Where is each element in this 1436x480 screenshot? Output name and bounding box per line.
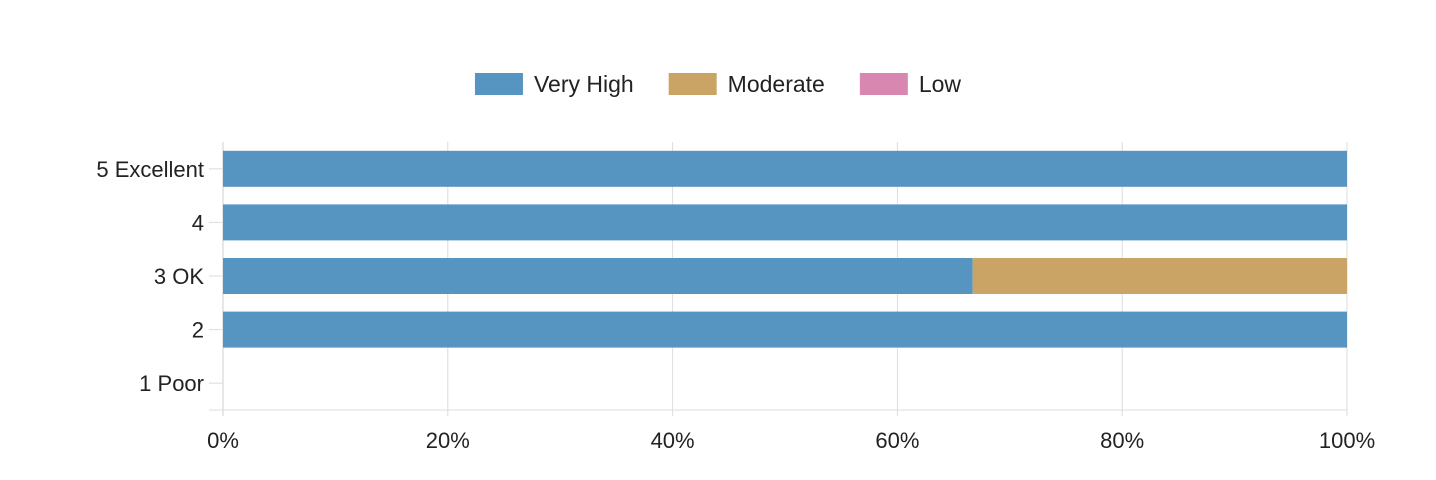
y-tick-label: 1 Poor: [139, 371, 204, 396]
legend: Very High Moderate Low: [474, 71, 962, 97]
y-tick-label: 4: [192, 210, 204, 235]
bar-very-high-5-excellent: [223, 150, 1347, 187]
bar-very-high-3-ok: [223, 258, 973, 294]
bar-moderate-3-ok: [972, 258, 1347, 294]
bar-very-high-2: [223, 311, 1347, 348]
bars: [223, 150, 1347, 348]
legend-swatch-moderate: [668, 73, 717, 95]
y-tick-label: 3 OK: [154, 264, 204, 289]
y-tick-label: 2: [192, 318, 204, 343]
legend-swatch-very-high: [474, 73, 523, 95]
legend-label-very-high: Very High: [534, 71, 634, 97]
x-tick-label: 20%: [426, 428, 470, 453]
legend-label-moderate: Moderate: [728, 71, 825, 97]
x-axis: 0% 20% 40% 60% 80% 100%: [207, 428, 1375, 453]
y-tick-label: 5 Excellent: [96, 157, 204, 182]
legend-swatch-low: [859, 73, 908, 95]
x-tick-label: 100%: [1319, 428, 1375, 453]
x-tick-label: 80%: [1100, 428, 1144, 453]
x-tick-label: 0%: [207, 428, 239, 453]
y-axis: 5 Excellent 4 3 OK 2 1 Poor: [96, 157, 223, 396]
legend-label-low: Low: [919, 71, 962, 97]
bar-very-high-4: [223, 204, 1347, 241]
x-tick-label: 60%: [875, 428, 919, 453]
x-tick-label: 40%: [651, 428, 695, 453]
